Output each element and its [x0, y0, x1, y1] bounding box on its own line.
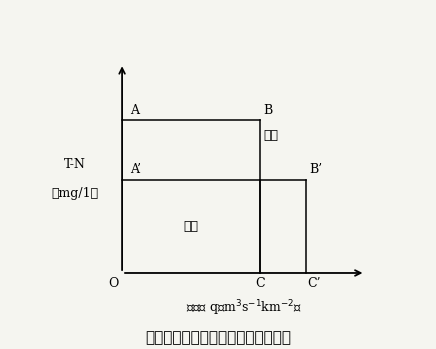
Text: B’: B’: [309, 163, 322, 176]
Text: C: C: [255, 277, 265, 290]
Text: O: O: [109, 277, 119, 290]
Text: 取水: 取水: [263, 129, 278, 142]
Text: A’: A’: [130, 163, 142, 176]
Text: 図２　差し引き排出負荷量の概念図: 図２ 差し引き排出負荷量の概念図: [145, 332, 291, 346]
Text: 排水: 排水: [184, 220, 198, 233]
Text: A: A: [130, 104, 140, 117]
Text: T-N: T-N: [64, 158, 86, 171]
Text: B: B: [263, 104, 272, 117]
Text: （mg/1）: （mg/1）: [51, 187, 99, 200]
Text: 比流量 q（m$^3$s$^{-1}$km$^{-2}$）: 比流量 q（m$^3$s$^{-1}$km$^{-2}$）: [186, 298, 302, 318]
Text: C’: C’: [307, 277, 321, 290]
